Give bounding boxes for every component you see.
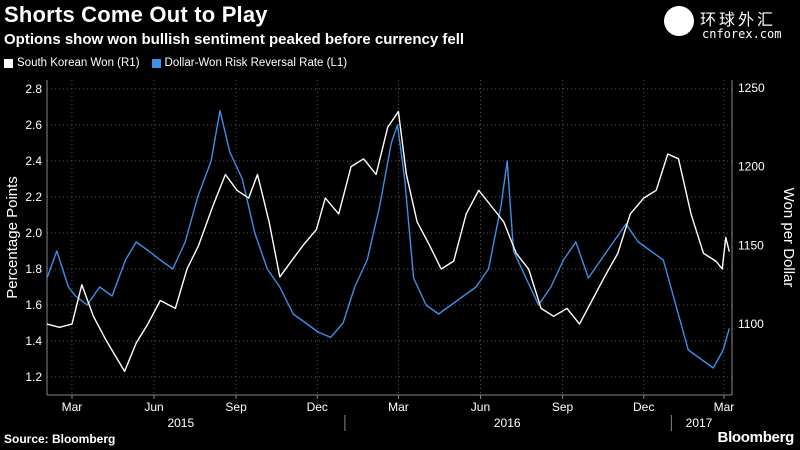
right-tick-label: 1250 [738,81,765,95]
x-tick-label: Sep [552,400,574,414]
year-label: 2016 [494,416,521,430]
left-tick-label: 2.2 [25,190,42,204]
legend-item-won: South Korean Won (R1) [4,57,140,69]
year-label: 2017 [686,416,713,430]
grid-layer [47,80,732,395]
right-tick-label: 1100 [738,317,764,331]
legend-swatch-risk-reversal [151,58,161,68]
bloomberg-brand: Bloomberg [717,429,795,446]
right-tick-label: 1200 [738,160,765,174]
cnforex-logo-chinese: 环球外汇 [700,10,777,29]
left-tick-label: 1.8 [25,262,42,276]
chart-title: Shorts Come Out to Play [4,2,268,27]
x-tick-label: Sep [225,400,247,414]
left-tick-label: 2.0 [25,226,42,240]
source-note: Source: Bloomberg [4,432,116,446]
legend-label-risk-reversal: Dollar-Won Risk Reversal Rate (L1) [164,57,348,69]
left-tick-label: 2.6 [25,118,42,132]
left-tick-label: 1.4 [25,334,42,348]
cnforex-logo-mark [664,6,694,36]
x-tick-label: Jun [144,400,163,414]
x-tick-label: Jun [471,400,490,414]
legend-item-risk-reversal: Dollar-Won Risk Reversal Rate (L1) [151,57,348,69]
series-layer [46,109,730,373]
chart-subtitle: Options show won bullish sentiment peake… [4,31,465,48]
legend: South Korean Won (R1) Dollar-Won Risk Re… [4,57,347,69]
left-tick-label: 1.2 [25,370,42,384]
legend-swatch-won [4,58,13,68]
right-tick-label: 1150 [738,238,764,252]
x-tick-label: Mar [62,400,83,414]
legend-label-won: South Korean Won (R1) [17,57,140,69]
series-line-won [46,110,730,373]
x-tick-label: Mar [388,400,409,414]
cnforex-logo-english: cnforex.com [702,27,782,41]
cnforex-logo: 环球外汇 cnforex.com [664,4,792,44]
x-tick-label: Dec [633,400,654,414]
x-tick-label: Dec [307,400,328,414]
series-line-risk-reversal [46,109,730,369]
x-tick-label: Mar [714,400,735,414]
axis-layer: 1.2 1.4 1.6 1.8 2.0 2.2 2.4 2.6 2.8 1100 1150 1200 1… [4,80,797,431]
left-tick-label: 1.6 [25,298,42,312]
year-label: 2015 [167,416,194,430]
right-axis-title: Won per Dollar [780,188,797,288]
left-tick-label: 2.4 [25,154,42,168]
left-tick-label: 2.8 [25,82,42,96]
left-axis-title: Percentage Points [4,176,21,299]
